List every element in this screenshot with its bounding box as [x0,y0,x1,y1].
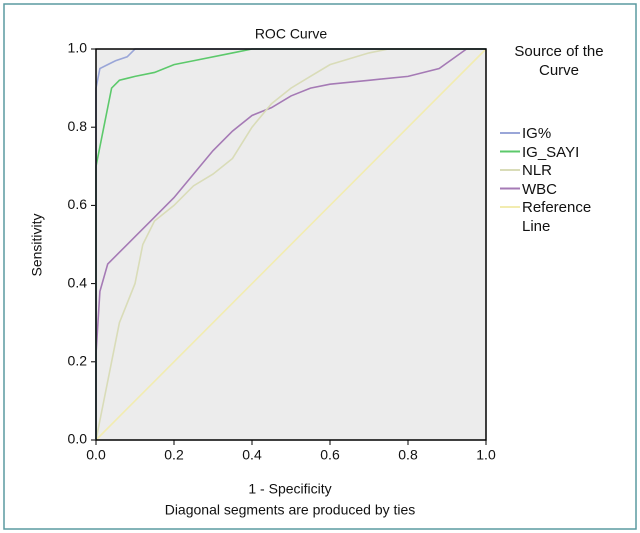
roc-line [95,48,486,440]
y-axis-title: Sensitivity [29,213,45,276]
x-tick-label: 1.0 [476,447,496,463]
y-tick-label: 0.4 [68,274,88,290]
x-tick-label: 0.8 [398,447,418,463]
y-tick-label: 0.6 [68,196,88,212]
roc-line [95,48,486,441]
plot-border [95,48,487,441]
y-tick-label: 1.0 [68,40,88,56]
y-tick-label: 0.0 [68,431,88,447]
y-tick-label: 0.2 [68,353,88,369]
legend-label: IG_SAYI [522,143,580,161]
legend-title: Source of the Curve [514,43,604,79]
legend-label: IG% [522,125,552,142]
x-tick-label: 0.0 [86,447,106,463]
y-tick-label: 0.8 [68,118,88,134]
chart-title: ROC Curve [255,26,328,42]
legend-label: Reference Line [522,199,592,235]
x-tick-label: 0.6 [320,447,340,463]
roc-line [95,48,486,440]
x-tick-label: 0.4 [242,447,262,463]
legend-label: WBC [522,180,557,198]
roc-line [95,48,487,441]
footnote: Diagonal segments are produced by ties [165,502,416,518]
x-tick-label: 0.2 [164,447,184,463]
legend-label: NLR [522,162,553,179]
x-axis-title: 1 - Specificity [248,481,331,497]
